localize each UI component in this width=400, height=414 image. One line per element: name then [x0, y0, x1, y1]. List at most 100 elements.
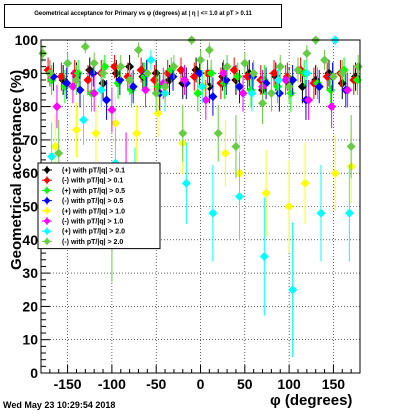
data-point	[300, 178, 310, 188]
data-point	[89, 88, 99, 98]
data-point	[266, 88, 276, 98]
data-point	[206, 68, 216, 78]
data-point	[240, 58, 250, 68]
data-point	[213, 128, 223, 138]
data-point	[201, 95, 211, 105]
data-point	[80, 42, 90, 52]
data-point	[91, 128, 101, 138]
data-point	[115, 75, 125, 85]
data-point	[110, 118, 120, 128]
data-point	[344, 208, 354, 218]
data-point	[219, 68, 229, 78]
axis-layer: -150 -100 -50 0 50 100 150 0 10 20 30 40 50 60 70 80 90 1…	[15, 32, 361, 392]
y-tick-label: 70	[22, 132, 38, 148]
y-tick-label: 50	[22, 199, 38, 215]
data-point	[229, 65, 239, 75]
data-point	[327, 102, 337, 112]
legend-label: (-) with pT/|q| > 0.1	[62, 178, 123, 185]
data-point	[193, 88, 203, 98]
data-point	[288, 75, 298, 85]
data-point	[142, 68, 152, 78]
data-point	[281, 75, 291, 85]
data-point	[220, 148, 230, 158]
legend-label: (+) with pT/|q| > 0.5	[62, 188, 125, 195]
title-box: Geometrical acceptance for Primary vs φ …	[4, 4, 282, 28]
data-point	[169, 62, 179, 72]
data-point	[330, 168, 340, 178]
data-point	[125, 75, 135, 85]
data-point	[337, 68, 347, 78]
x-tick-label: -50	[146, 376, 166, 392]
legend: (+) with pT/|q| > 0.1 (-) with pT/|q| > 0…	[37, 162, 161, 250]
chart-title: Geometrical acceptance for Primary vs φ …	[34, 11, 252, 17]
data-point	[102, 95, 112, 105]
data-point	[71, 125, 81, 135]
data-point	[197, 82, 207, 92]
y-tick-label: 40	[22, 232, 38, 248]
data-point	[284, 202, 294, 211]
data-point	[181, 178, 191, 188]
data-point	[284, 82, 294, 92]
data-point	[247, 88, 257, 98]
data-point	[316, 208, 326, 218]
data-point	[314, 82, 324, 92]
legend-marker	[43, 166, 51, 174]
data-point	[275, 62, 285, 72]
legend-marker	[43, 186, 51, 194]
data-point	[83, 75, 93, 85]
x-tick-label: 150	[322, 376, 346, 392]
data-point	[63, 58, 73, 68]
data-point	[133, 45, 143, 55]
data-point	[180, 75, 190, 85]
data-point	[54, 148, 64, 158]
data-point	[320, 55, 330, 65]
x-tick-label: 50	[237, 376, 253, 392]
y-tick-label: 80	[22, 99, 38, 115]
y-tick-label: 0	[30, 365, 38, 381]
legend-box	[37, 162, 161, 250]
data-point	[96, 85, 106, 95]
data-point	[288, 285, 298, 295]
data-point	[238, 88, 248, 98]
legend-marker	[43, 197, 51, 205]
legend-marker	[43, 237, 51, 245]
data-point	[153, 108, 163, 118]
data-point	[151, 88, 161, 98]
data-point	[304, 95, 314, 105]
data-point	[132, 128, 142, 138]
legend-label: (-) with pT/|q| > 0.5	[62, 198, 123, 205]
data-point	[328, 72, 338, 82]
y-tick-label: 100	[15, 32, 39, 48]
data-point	[50, 142, 60, 152]
footer-date: Wed May 23 10:29:54 2018	[3, 400, 116, 410]
data-point	[259, 251, 269, 261]
data-point	[56, 72, 66, 82]
y-tick-label: 20	[22, 298, 38, 314]
data-point	[234, 82, 244, 92]
data-point	[208, 92, 218, 102]
data-point	[110, 62, 120, 72]
data-point	[302, 48, 312, 58]
data-point	[176, 65, 186, 75]
y-tick-label: 90	[22, 65, 38, 81]
data-point	[107, 105, 117, 115]
data-point	[302, 68, 312, 78]
data-point	[141, 85, 151, 95]
data-point	[62, 78, 72, 88]
data-point	[47, 152, 57, 162]
data-point	[89, 58, 99, 68]
data-point	[231, 142, 241, 152]
legend-label: (+) with pT/|q| > 0.1	[62, 168, 125, 175]
legend-marker	[43, 227, 51, 235]
data-point	[71, 75, 81, 85]
data-point	[234, 192, 244, 202]
data-point	[261, 188, 271, 198]
data-point	[293, 65, 303, 75]
data-point	[322, 72, 332, 82]
y-axis-title: Geometrical acceptance (%)	[8, 70, 25, 270]
y-tick-label: 60	[22, 165, 38, 181]
x-tick-label: -150	[54, 376, 82, 392]
x-tick-label: 100	[277, 376, 301, 392]
data-point	[208, 208, 218, 218]
